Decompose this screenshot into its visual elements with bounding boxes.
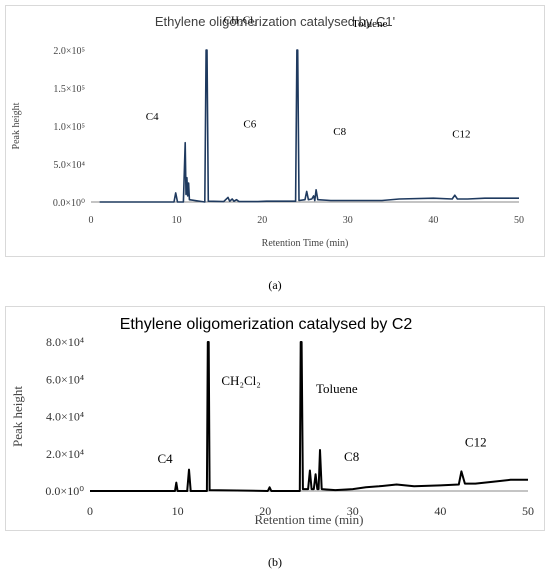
y-tick-label-a: 0.0×10⁰ xyxy=(53,198,85,209)
y-tick-label-a: 1.0×10⁵ xyxy=(53,122,85,133)
y-tick-label-a: 2.0×10⁵ xyxy=(53,46,85,57)
chart-title-b: Ethylene oligomerization catalysed by C2 xyxy=(120,316,413,333)
chart-panel-b: Ethylene oligomerization catalysed by C2… xyxy=(5,306,545,531)
peak-annotation-b: CH₂Cl₂ xyxy=(221,373,260,388)
peak-annotation-a: C6 xyxy=(243,119,256,131)
x-tick-label-a: 50 xyxy=(514,215,524,226)
peak-annotation-b: C12 xyxy=(465,434,487,449)
x-tick-label-b: 20 xyxy=(259,504,271,518)
chart-b: Ethylene oligomerization catalysed by C2… xyxy=(10,316,534,527)
x-tick-label-a: 0 xyxy=(89,215,94,226)
peak-annotation-a: Toluene xyxy=(352,18,387,30)
y-axis-label-b: Peak height xyxy=(10,386,25,447)
chromatogram-line-b xyxy=(90,341,528,492)
caption-a: (a) xyxy=(268,278,282,292)
peak-annotation-a: C12 xyxy=(452,128,470,140)
peak-annotation-b: C8 xyxy=(344,449,359,464)
peak-annotation-a: C4 xyxy=(146,111,159,123)
y-tick-label-b: 2.0×10⁴ xyxy=(46,447,84,461)
chart-a: Ethylene oligomerization catalysed by C1… xyxy=(11,14,524,249)
x-axis-label-b: Retention time (min) xyxy=(254,512,363,527)
x-axis-label-a: Retention Time (min) xyxy=(262,238,349,249)
y-tick-label-b: 6.0×10⁴ xyxy=(46,372,84,386)
chart-panel-a: Ethylene oligomerization catalysed by C1… xyxy=(5,5,545,257)
x-tick-label-a: 40 xyxy=(428,215,438,226)
y-axis-label-a: Peak height xyxy=(11,102,22,149)
y-tick-label-a: 1.5×10⁵ xyxy=(53,84,85,95)
chromatogram-line-a xyxy=(99,49,519,203)
peak-annotation-b: Toluene xyxy=(316,381,358,396)
x-tick-label-b: 10 xyxy=(172,504,184,518)
peak-annotation-b: C4 xyxy=(157,451,173,466)
y-tick-label-b: 8.0×10⁴ xyxy=(46,335,84,349)
x-tick-label-a: 30 xyxy=(343,215,353,226)
x-tick-label-a: 20 xyxy=(257,215,267,226)
chart-title-a: Ethylene oligomerization catalysed by C1… xyxy=(155,14,395,29)
x-tick-label-a: 10 xyxy=(172,215,182,226)
peak-annotation-a: CH₂Cl₂ xyxy=(224,14,258,26)
x-tick-label-b: 40 xyxy=(434,504,446,518)
y-tick-label-b: 4.0×10⁴ xyxy=(46,410,84,424)
y-tick-label-b: 0.0×10⁰ xyxy=(45,484,84,498)
x-tick-label-b: 30 xyxy=(347,504,359,518)
x-tick-label-b: 0 xyxy=(87,504,93,518)
x-tick-label-b: 50 xyxy=(522,504,534,518)
peak-annotation-a: C8 xyxy=(333,126,346,138)
caption-b: (b) xyxy=(268,555,282,569)
y-tick-label-a: 5.0×10⁴ xyxy=(53,160,85,171)
